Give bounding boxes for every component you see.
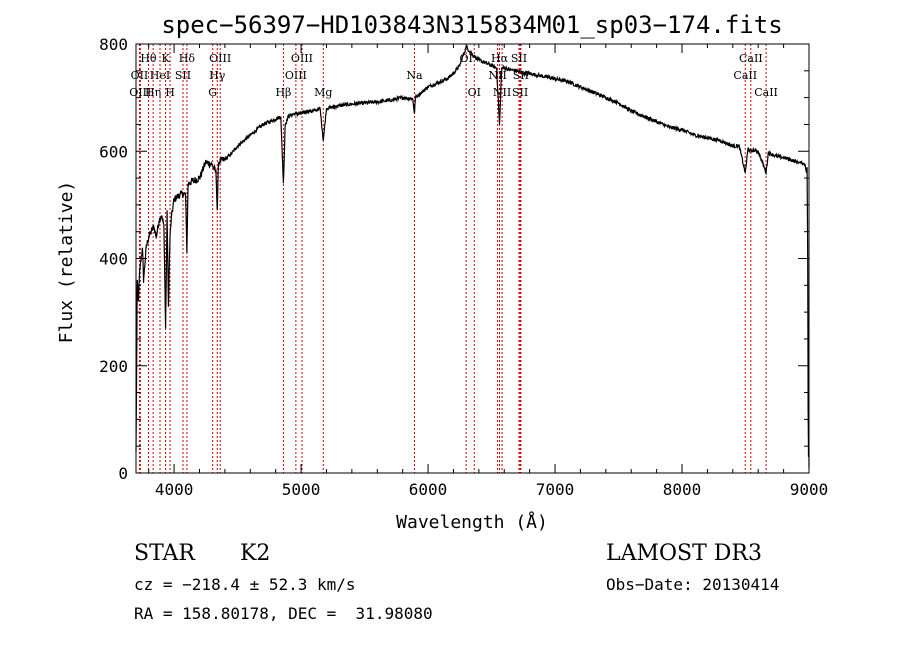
object-class: STAR	[134, 541, 196, 566]
x-tick-label: 9000	[790, 480, 829, 499]
line-label: Mg	[314, 86, 332, 99]
y-tick-label: 200	[99, 357, 128, 376]
line-label: SII	[175, 69, 191, 82]
line-label: OIII	[285, 69, 307, 82]
plot-frame	[135, 43, 810, 474]
line-label: OIII	[129, 86, 151, 99]
survey-name: LAMOST DR3	[606, 541, 762, 566]
y-tick-label: 800	[99, 35, 128, 54]
ra-dec-text: RA = 158.80178, DEC = 31.98080	[134, 604, 433, 623]
line-label: OII	[131, 69, 149, 82]
y-axis-ticks: 0 200 400 600 800	[99, 35, 809, 483]
line-label: SII	[512, 86, 528, 99]
x-tick-label: 8000	[663, 480, 702, 499]
redshift-text: cz = −218.4 ± 52.3 km/s	[134, 575, 356, 594]
line-label: CaII	[733, 69, 757, 82]
x-tick-label: 7000	[536, 480, 575, 499]
y-tick-label: 400	[99, 250, 128, 269]
line-label: HeI	[150, 69, 170, 82]
obs-date-text: Obs−Date: 20130414	[606, 575, 779, 594]
line-label: G	[208, 86, 217, 99]
x-tick-label: 6000	[409, 480, 448, 499]
spectrum-line	[135, 43, 810, 468]
object-subclass: K2	[240, 541, 270, 566]
x-tick-label: 5000	[282, 480, 321, 499]
line-label: Hδ	[179, 52, 196, 65]
line-label: OIII	[209, 52, 231, 65]
line-label: CaII	[739, 52, 763, 65]
x-axis-ticks: 4000 5000 6000 7000 8000 9000	[148, 44, 829, 499]
line-label: NII	[493, 86, 511, 99]
line-label: K	[161, 52, 170, 65]
line-label: SII	[511, 52, 527, 65]
line-label: CaII	[754, 86, 778, 99]
line-label: NII	[488, 69, 506, 82]
line-label: Hγ	[209, 69, 226, 82]
x-axis-label: Wavelength (Å)	[396, 511, 548, 533]
y-tick-label: 0	[118, 464, 128, 483]
x-tick-label: 4000	[155, 480, 194, 499]
line-label: Hβ	[275, 86, 291, 99]
line-label: Hθ	[140, 52, 157, 65]
line-label: Hα	[491, 52, 509, 65]
line-label: H	[165, 86, 175, 99]
line-label: Hη	[145, 86, 161, 99]
line-label: OI	[468, 86, 481, 99]
spectral-line-markers	[138, 44, 767, 473]
y-axis-label: Flux (relative)	[56, 181, 77, 344]
y-tick-label: 600	[99, 142, 128, 161]
line-label: OIII	[291, 52, 313, 65]
line-label: Na	[406, 69, 423, 82]
chart-title: spec−56397−HD103843N315834M01_sp03−174.f…	[161, 11, 782, 39]
